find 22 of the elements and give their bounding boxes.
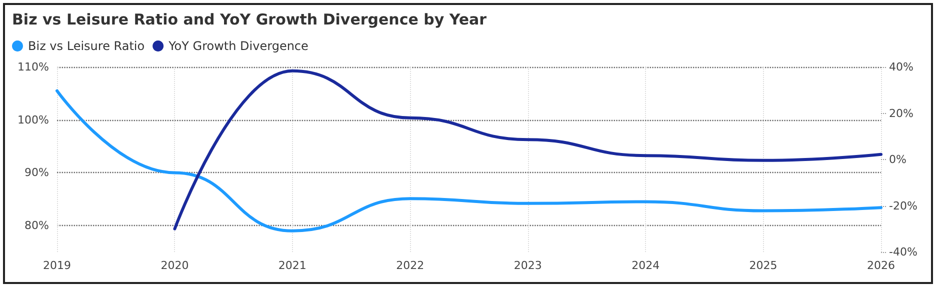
x-tick-label: 2019 bbox=[43, 259, 71, 272]
y2-tick-label: 20% bbox=[889, 106, 914, 120]
chart-title: Biz vs Leisure Ratio and YoY Growth Divergence by Year bbox=[12, 10, 488, 28]
x-tick-label: 2022 bbox=[396, 259, 424, 272]
y-tick-label: 100% bbox=[18, 113, 49, 126]
y-tick-label: 90% bbox=[24, 166, 49, 180]
y-tick-label: 110% bbox=[18, 60, 49, 74]
legend-label: Biz vs Leisure Ratio bbox=[28, 39, 145, 53]
line-series bbox=[56, 89, 882, 232]
x-tick-label: 2021 bbox=[278, 259, 306, 272]
y2-tick-label: -20% bbox=[889, 199, 918, 212]
x-tick-label: 2026 bbox=[867, 259, 895, 272]
x-tick-label: 2020 bbox=[160, 259, 189, 272]
x-tick-label: 2023 bbox=[514, 259, 542, 272]
y-tick-label: 80% bbox=[24, 219, 49, 232]
y2-tick-label: -40% bbox=[889, 246, 918, 258]
legend-label: YoY Growth Divergence bbox=[168, 39, 308, 53]
x-tick-label: 2024 bbox=[632, 259, 660, 272]
line-series bbox=[173, 69, 882, 230]
y2-tick-label: 40% bbox=[889, 60, 914, 74]
x-tick-label: 2025 bbox=[749, 259, 778, 272]
y2-tick-label: 0% bbox=[889, 153, 906, 166]
